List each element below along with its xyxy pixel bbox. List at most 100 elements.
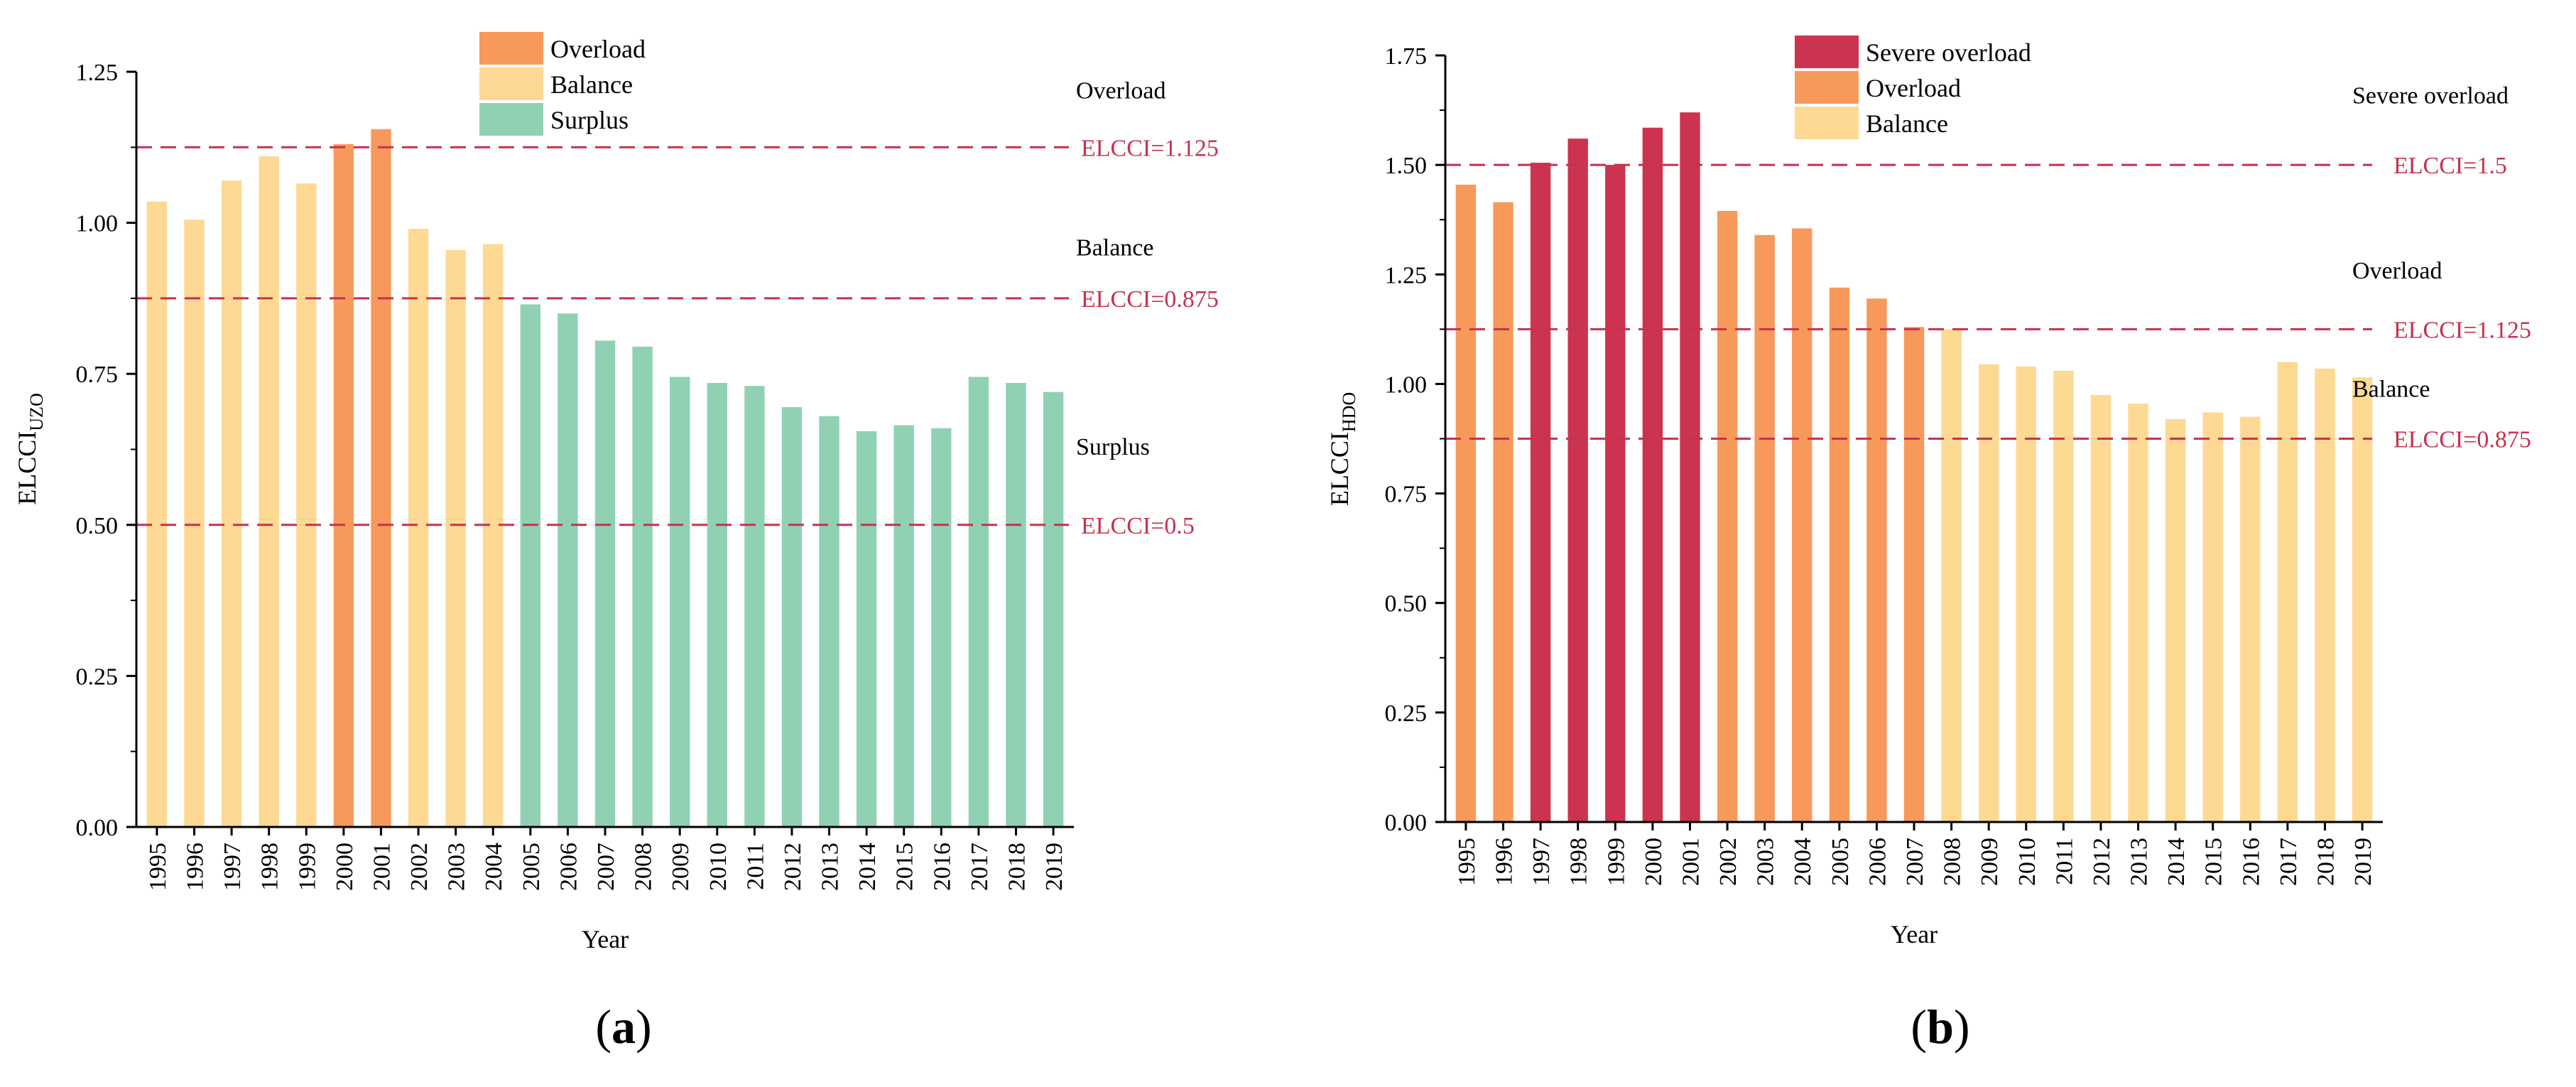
bar-2013: [2128, 404, 2148, 822]
bar-2004: [483, 244, 504, 827]
legend-label: Severe overload: [1866, 38, 2031, 67]
zone-label: Surplus: [1076, 434, 1150, 460]
x-tick-label: 2016: [2238, 838, 2264, 886]
y-tick-label: 0.50: [76, 513, 119, 539]
x-tick-label: 2000: [332, 843, 358, 891]
x-tick-label: 2015: [2201, 838, 2227, 886]
x-tick-label: 2017: [2276, 838, 2302, 886]
bar-2014: [856, 431, 877, 827]
zone-label: Overload: [2352, 258, 2442, 284]
panel-label-close: ): [636, 1000, 652, 1054]
y-axis-title-sub: UZO: [26, 393, 47, 431]
bar-2015: [893, 425, 914, 827]
panel-b-chart: ELCCI=1.5 ELCCI=1.125 ELCCI=0.875 Severe ov…: [1325, 36, 2531, 1054]
panel-label: (a): [595, 1000, 651, 1054]
zone-label: Overload: [1076, 78, 1166, 104]
bar-2008: [1941, 329, 1962, 822]
bar-2007: [1903, 327, 1925, 822]
x-tick-label: 2009: [1977, 838, 2003, 886]
y-tick-label: 1.25: [1385, 262, 1428, 288]
y-tick-label: 1.50: [1385, 153, 1428, 179]
legend-swatch-surplus: [479, 103, 543, 136]
x-tick-label: 2001: [369, 843, 396, 891]
bar-1999: [1605, 165, 1626, 823]
x-tick-label: 2006: [555, 843, 582, 891]
bar-2000: [333, 144, 354, 827]
y-tick-label: 0.00: [76, 815, 119, 841]
zone-label: Severe overload: [2352, 82, 2509, 109]
x-tick-label: 2014: [854, 843, 881, 891]
x-tick-label: 2012: [780, 843, 806, 891]
bar-2019: [1043, 391, 1064, 827]
x-tick-label: 2018: [1004, 843, 1031, 891]
bar-2005: [1829, 287, 1849, 822]
x-tick-label: 1999: [1603, 838, 1629, 886]
x-tick-label: 2006: [1864, 838, 1891, 886]
bar-2011: [744, 386, 765, 827]
y-tick-label: 1.00: [1385, 372, 1428, 398]
x-tick-label: 2010: [705, 843, 732, 891]
threshold-label: ELCCI=1.5: [2393, 153, 2507, 179]
x-tick-label: 2000: [1641, 838, 1667, 886]
bar-2002: [408, 229, 429, 828]
x-tick-label: 1998: [1566, 838, 1592, 886]
x-tick-label: 2003: [444, 843, 470, 891]
bar-2013: [819, 416, 839, 827]
bar-2010: [2016, 366, 2036, 822]
x-tick-label: 2011: [742, 843, 768, 890]
x-tick-label: 2013: [817, 843, 844, 891]
panel-label-letter: a: [612, 1000, 636, 1054]
bar-2007: [594, 340, 616, 827]
x-tick-label: 1996: [183, 843, 209, 891]
x-tick-label: 2008: [631, 843, 657, 891]
x-tick-label: 1997: [219, 843, 246, 891]
legend-label: Surplus: [550, 106, 629, 134]
panel-label-open: (: [1911, 1000, 1927, 1054]
y-tick-label: 0.50: [1385, 591, 1428, 617]
bar-1996: [184, 220, 205, 827]
threshold-label: ELCCI=1.125: [1081, 135, 1219, 161]
y-tick-label: 1.00: [76, 211, 119, 237]
y-tick-label: 0.75: [76, 362, 119, 388]
bar-2006: [1866, 298, 1887, 822]
x-tick-label: 2007: [593, 843, 619, 891]
bar-2009: [1979, 364, 1999, 822]
bar-2016: [931, 428, 952, 827]
x-tick-label: 2007: [1902, 838, 1928, 886]
x-tick-label: 2019: [2350, 838, 2376, 886]
panel-label-letter: b: [1927, 1000, 1954, 1054]
bar-1999: [296, 183, 317, 827]
legend-swatch-overload: [1795, 71, 1859, 104]
y-axis-title-main: ELCCI: [1325, 432, 1354, 506]
bar-1998: [259, 156, 279, 828]
panel-label-open: (: [595, 1000, 612, 1054]
bar-2005: [520, 304, 540, 827]
x-axis-title: Year: [582, 925, 629, 953]
y-tick-label: 0.25: [76, 664, 119, 690]
bar-1997: [221, 180, 242, 828]
bar-2018: [2315, 368, 2335, 822]
bar-2015: [2202, 412, 2223, 822]
y-axis-title: ELCCIUZO: [13, 393, 47, 504]
x-tick-label: 2014: [2163, 838, 2190, 886]
bar-1995: [1455, 184, 1477, 822]
x-tick-label: 2017: [967, 843, 993, 891]
bar-2016: [2240, 416, 2261, 822]
x-tick-label: 2009: [668, 843, 694, 891]
bar-2008: [632, 346, 653, 827]
x-tick-label: 2004: [1790, 838, 1816, 886]
y-tick-label: 1.25: [76, 60, 119, 86]
legend-label: Balance: [550, 70, 633, 99]
x-tick-label: 2016: [929, 843, 955, 891]
x-tick-label: 2011: [2051, 838, 2077, 885]
panel-label: (b): [1911, 1000, 1969, 1054]
bar-1998: [1567, 139, 1588, 823]
y-tick-label: 0.00: [1385, 810, 1428, 836]
y-axis-title-main: ELCCI: [13, 431, 41, 505]
zone-label: Balance: [1076, 235, 1154, 261]
x-tick-label: 1997: [1528, 838, 1555, 886]
bar-2012: [781, 407, 803, 827]
bar-2002: [1717, 210, 1738, 822]
bar-2001: [371, 129, 391, 828]
